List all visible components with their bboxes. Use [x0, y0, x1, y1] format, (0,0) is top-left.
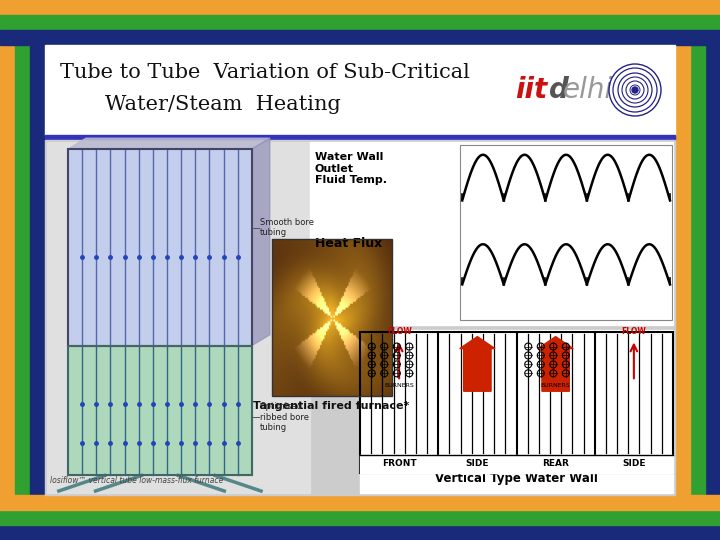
Bar	[45, 45, 675, 135]
Bar	[705, 0, 720, 540]
Text: REAR: REAR	[542, 460, 569, 469]
Bar	[0, 525, 720, 540]
Bar	[0, 15, 720, 30]
Bar	[68, 149, 252, 346]
FancyArrow shape	[538, 336, 573, 391]
Text: FLOW: FLOW	[621, 327, 647, 335]
Bar	[15, 0, 30, 540]
Text: elhi: elhi	[563, 76, 613, 104]
Text: Water/Steam  Heating: Water/Steam Heating	[105, 95, 341, 114]
Text: SIDE: SIDE	[466, 460, 489, 469]
Circle shape	[632, 87, 638, 93]
Text: Vertical Type Water Wall: Vertical Type Water Wall	[435, 472, 598, 485]
Text: FLOW: FLOW	[387, 327, 412, 335]
Bar	[0, 0, 15, 540]
Polygon shape	[68, 138, 270, 149]
Bar	[360, 332, 673, 473]
Text: SIDE: SIDE	[622, 460, 646, 469]
Text: BURNERS: BURNERS	[384, 383, 414, 388]
Polygon shape	[252, 138, 270, 346]
Text: Tube to Tube  Variation of Sub-Critical: Tube to Tube Variation of Sub-Critical	[60, 63, 470, 82]
Bar	[271, 239, 392, 396]
Text: Optimised
ribbed bore
tubing: Optimised ribbed bore tubing	[260, 402, 309, 432]
FancyArrow shape	[460, 336, 495, 391]
Text: d: d	[549, 76, 569, 104]
Text: FRONT: FRONT	[382, 460, 416, 469]
Text: Heat Flux: Heat Flux	[315, 237, 382, 250]
Bar	[68, 346, 252, 475]
Bar	[0, 495, 720, 510]
Bar	[460, 145, 672, 320]
Bar	[30, 0, 45, 540]
Bar	[360, 329, 673, 493]
Bar	[310, 142, 673, 325]
Text: losiflow™ vertical tube low-mass-flux furnace: losiflow™ vertical tube low-mass-flux fu…	[50, 476, 223, 485]
Bar	[360, 455, 673, 473]
Bar	[675, 0, 690, 540]
Text: BURNERS: BURNERS	[541, 383, 570, 388]
Bar	[0, 0, 720, 15]
Bar	[0, 510, 720, 525]
Text: Smooth bore
tubing: Smooth bore tubing	[260, 218, 314, 238]
Bar	[68, 149, 252, 346]
Bar	[68, 346, 252, 475]
Text: iit: iit	[515, 76, 547, 104]
Text: Water Wall
Outlet
Fluid Temp.: Water Wall Outlet Fluid Temp.	[315, 152, 387, 185]
Bar	[45, 135, 675, 140]
Bar	[0, 30, 720, 45]
Bar	[45, 140, 675, 495]
Text: Tangential fired furnace*: Tangential fired furnace*	[253, 401, 410, 410]
Bar	[47, 142, 310, 493]
Bar	[690, 0, 705, 540]
